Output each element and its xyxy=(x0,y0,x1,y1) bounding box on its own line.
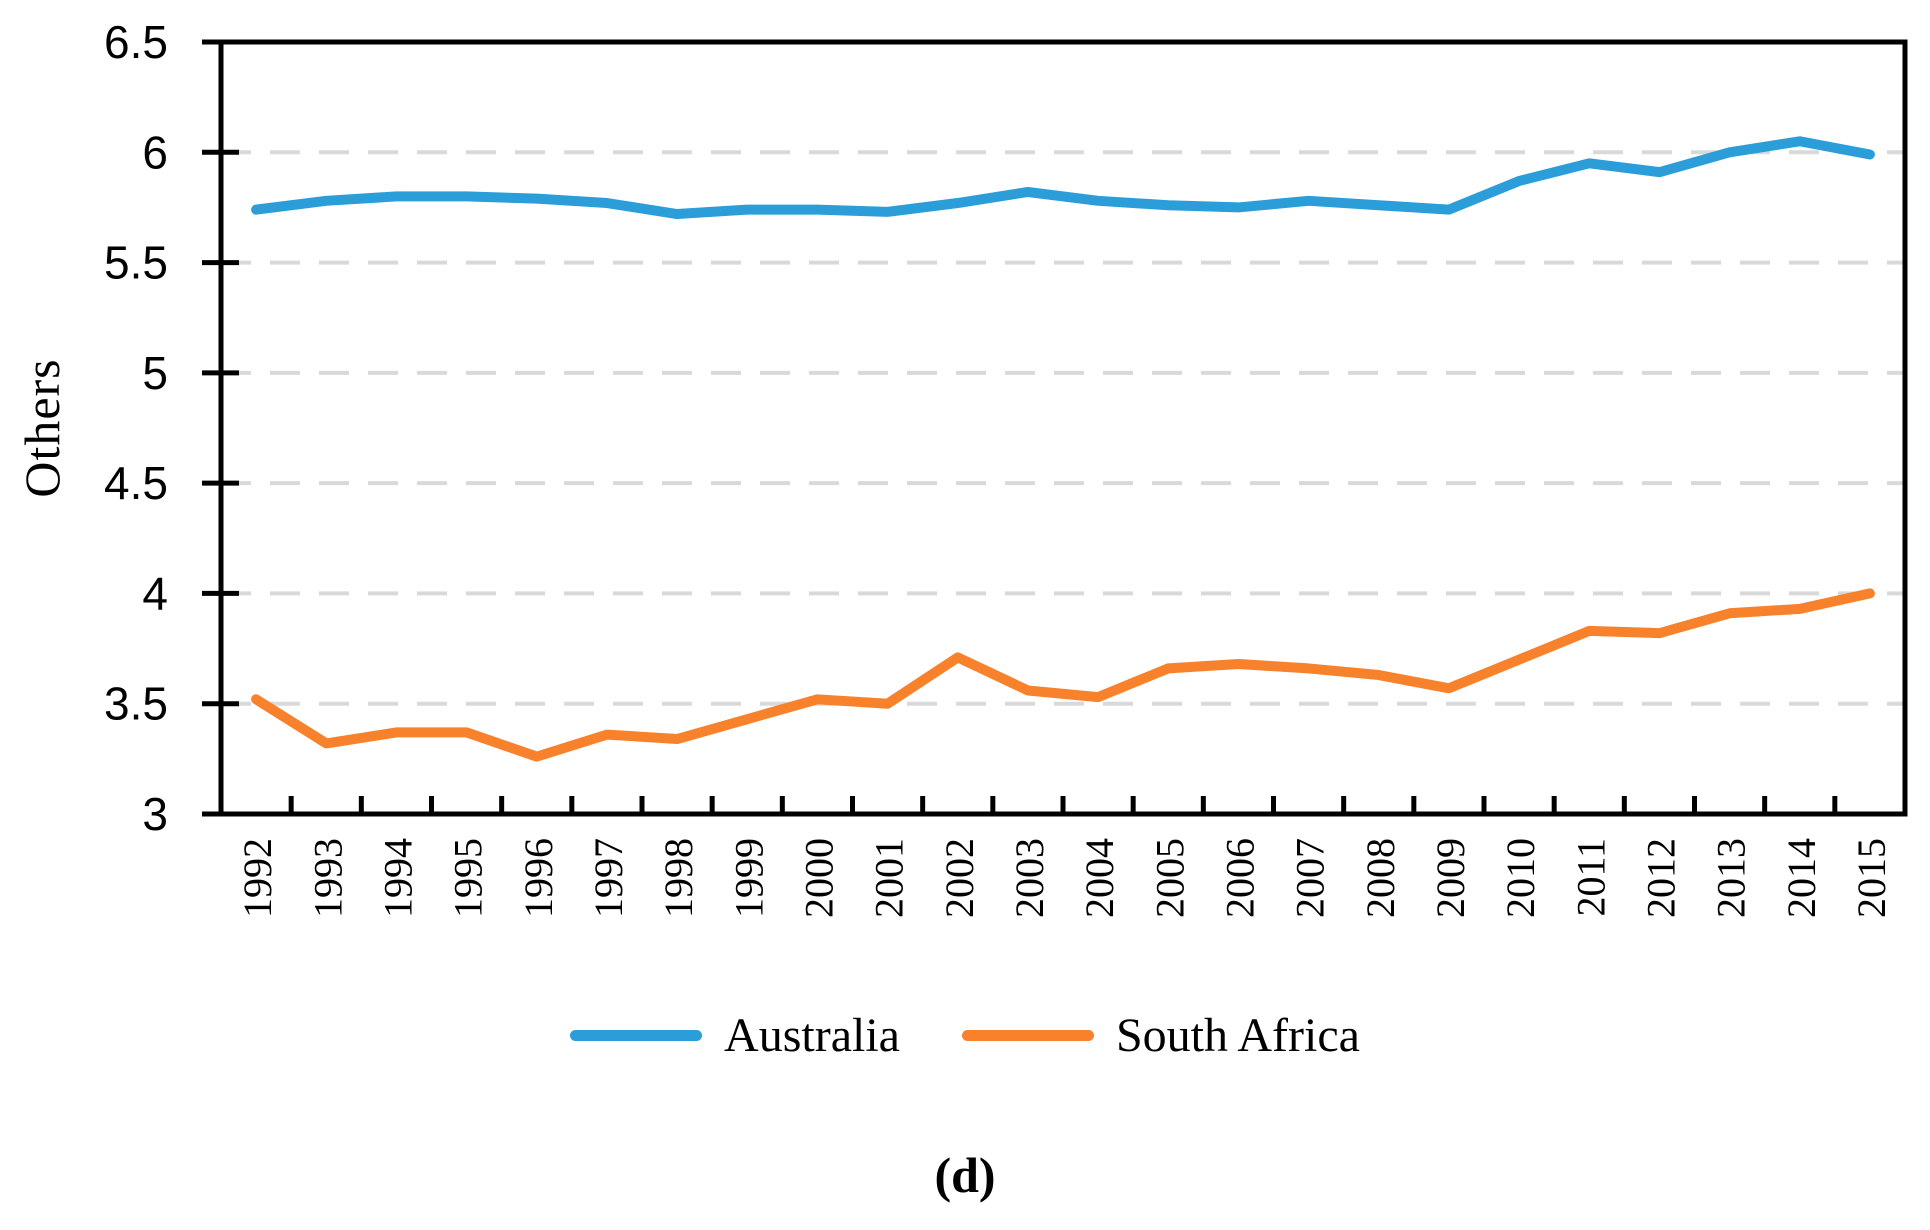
x-axis-tick-label: 1994 xyxy=(375,838,420,918)
x-axis-tick-label: 1998 xyxy=(656,838,701,918)
x-axis-tick-label: 2014 xyxy=(1779,838,1824,918)
x-axis-tick-label: 2004 xyxy=(1077,838,1122,918)
x-axis-tick-label: 2005 xyxy=(1147,838,1192,918)
x-axis-tick-label: 2009 xyxy=(1428,838,1473,918)
y-axis-tick-label: 6 xyxy=(142,126,168,178)
y-axis-tick-label: 3 xyxy=(142,788,168,840)
legend-swatch-south-africa xyxy=(961,1030,1094,1041)
x-axis-tick-label: 2011 xyxy=(1568,838,1613,917)
x-axis-tick-label: 1996 xyxy=(516,838,561,918)
x-axis-tick-label: 2013 xyxy=(1709,838,1754,918)
y-axis-tick-label: 5 xyxy=(142,347,168,399)
y-axis-tick-label: 5.5 xyxy=(104,237,168,289)
x-axis-tick-label: 2007 xyxy=(1288,838,1333,918)
x-axis-tick-label: 2001 xyxy=(867,838,912,918)
y-axis-tick-label: 3.5 xyxy=(104,678,168,730)
y-axis-tick-label: 4 xyxy=(142,567,168,619)
x-axis-tick-label: 2000 xyxy=(796,838,841,918)
legend-item-south-africa: South Africa xyxy=(961,1008,1360,1063)
x-axis-tick-label: 1993 xyxy=(305,838,350,918)
x-axis-tick-label: 2015 xyxy=(1849,838,1894,918)
figure-caption: (d) xyxy=(934,1147,996,1203)
y-axis-tick-label: 4.5 xyxy=(104,457,168,509)
x-axis-tick-label: 2003 xyxy=(1007,838,1052,918)
legend-label-australia: Australia xyxy=(724,1009,900,1062)
x-axis-tick-label: 2002 xyxy=(937,838,982,918)
y-axis-tick-label: 6.5 xyxy=(104,16,168,68)
legend-swatch-australia xyxy=(570,1030,703,1041)
legend: Australia South Africa xyxy=(0,1008,1930,1063)
x-axis-tick-label: 2006 xyxy=(1217,838,1262,918)
series-line-australia xyxy=(251,136,1875,220)
x-axis-tick-label: 1997 xyxy=(586,838,631,918)
line-chart-plot: 6.5 6 5.5 5 4.5 4 3.5 3 1992 1993 1994 1995 1996 1997… xyxy=(104,16,1908,918)
x-axis-tick-label: 2008 xyxy=(1358,838,1403,918)
x-axis-tick-label: 1995 xyxy=(446,838,491,918)
x-axis-tick-label: 1999 xyxy=(726,838,771,918)
legend-label-south-africa: South Africa xyxy=(1115,1009,1360,1062)
x-axis-tick-label: 2010 xyxy=(1498,838,1543,918)
x-axis-tick-label: 1992 xyxy=(235,838,280,918)
legend-item-australia: Australia xyxy=(570,1008,900,1063)
series-line-south-africa xyxy=(251,588,1875,762)
x-axis-tick-label: 2012 xyxy=(1638,838,1683,918)
